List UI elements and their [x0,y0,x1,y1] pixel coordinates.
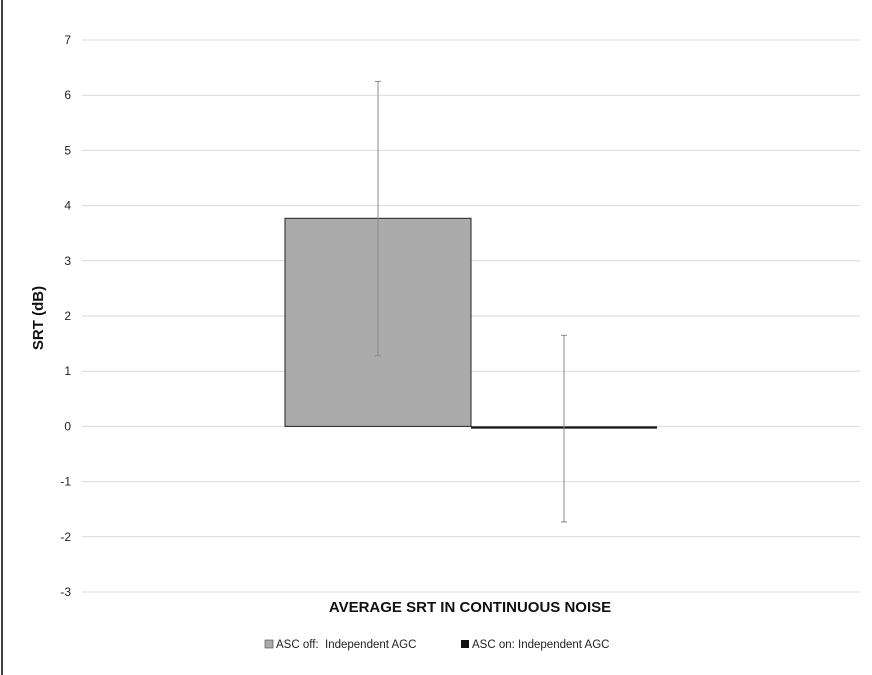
bars [284,217,657,429]
legend: ASC off: Independent AGC ASC on: Independ… [264,639,609,651]
y-axis-label: SRT (dB) [30,286,47,350]
y-tick-label: 5 [64,143,71,157]
legend-swatch [461,640,469,648]
y-tick-label: -3 [60,585,71,599]
y-tick-label: 1 [64,364,71,378]
y-tick-label: 2 [64,309,71,323]
legend-label: ASC on: Independent AGC [472,639,609,651]
y-tick-label: -1 [60,475,71,489]
legend-label: ASC off: Independent AGC [276,639,416,651]
y-tick-label: 3 [64,254,71,268]
error-bars [375,80,567,523]
y-tick-label: 0 [64,419,71,433]
x-axis-label: AVERAGE SRT IN CONTINUOUS NOISE [329,599,611,616]
y-tick-label: 4 [64,199,71,213]
legend-swatch [264,639,274,649]
y-tick-label: -2 [60,530,71,544]
y-tick-label: 7 [64,33,71,47]
y-tick-labels: 7 6 5 4 3 2 1 0 -1 -2 -3 [60,33,71,599]
y-tick-label: 6 [64,88,71,102]
